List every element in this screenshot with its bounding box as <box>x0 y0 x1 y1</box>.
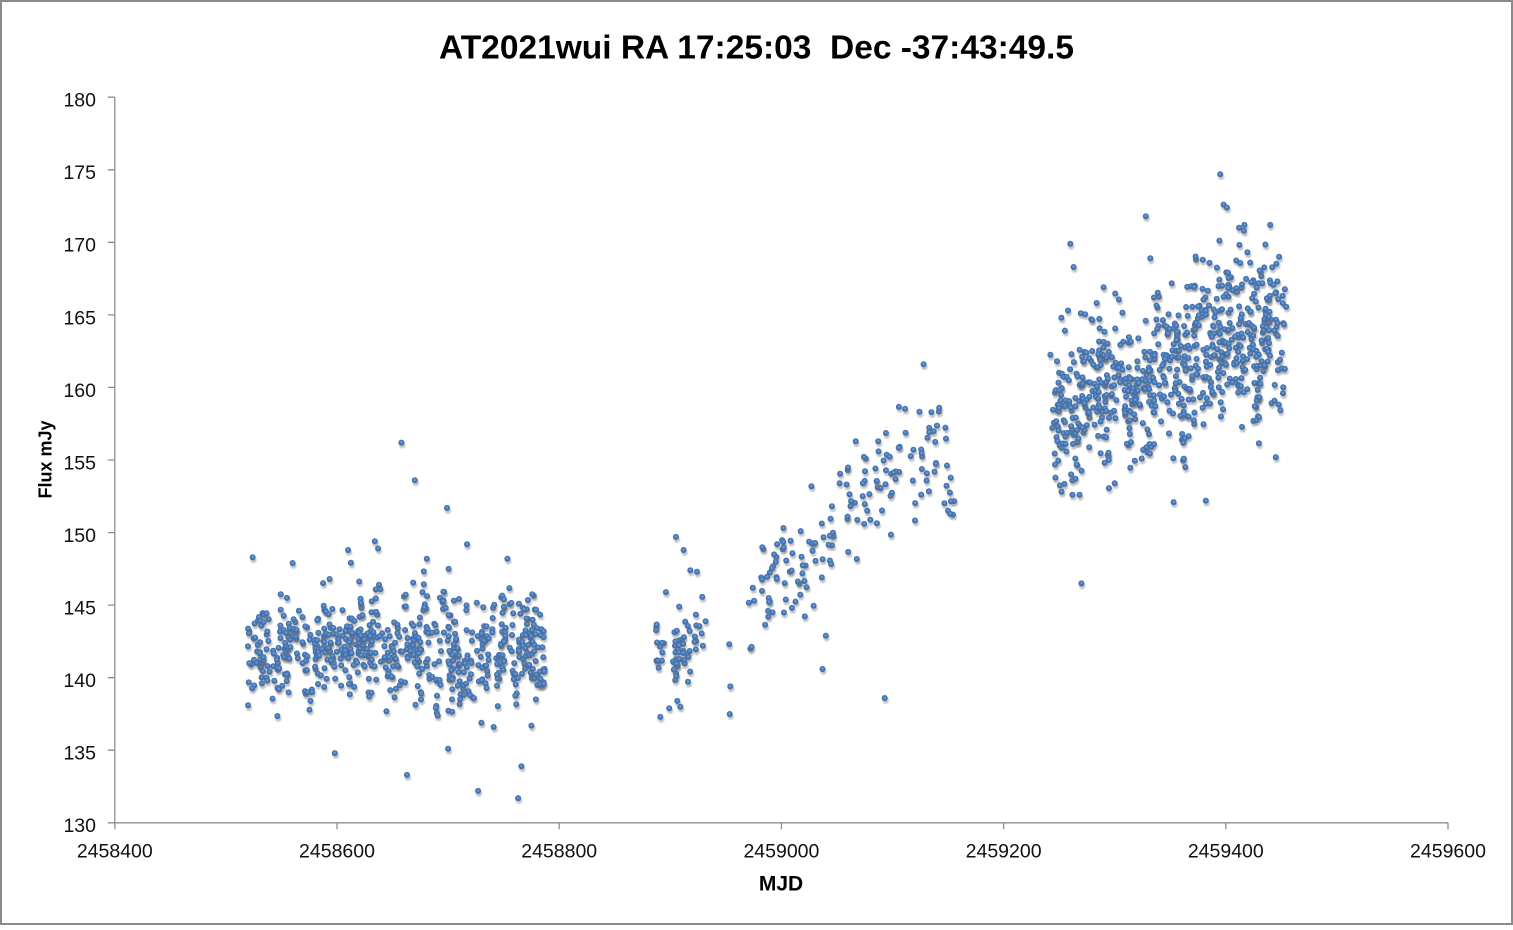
svg-text:130: 130 <box>63 815 96 837</box>
svg-text:155: 155 <box>63 452 96 474</box>
svg-text:140: 140 <box>63 670 96 692</box>
svg-text:AT2021wui RA 17:25:03 Dec -37: AT2021wui RA 17:25:03 Dec -37:43:49.5 <box>439 30 1074 67</box>
svg-text:2459600: 2459600 <box>1410 841 1486 863</box>
svg-text:2459200: 2459200 <box>966 841 1042 863</box>
svg-text:Flux mJy: Flux mJy <box>36 420 56 498</box>
svg-text:2459400: 2459400 <box>1188 841 1264 863</box>
svg-text:2459000: 2459000 <box>743 841 819 863</box>
svg-text:165: 165 <box>63 307 96 329</box>
svg-text:175: 175 <box>63 162 96 184</box>
svg-text:2458600: 2458600 <box>299 841 375 863</box>
svg-text:160: 160 <box>63 380 96 402</box>
svg-text:135: 135 <box>63 743 96 765</box>
svg-text:2458400: 2458400 <box>77 841 153 863</box>
svg-text:MJD: MJD <box>759 873 803 896</box>
svg-text:150: 150 <box>63 525 96 547</box>
svg-text:2458800: 2458800 <box>521 841 597 863</box>
svg-text:180: 180 <box>63 90 96 112</box>
svg-text:170: 170 <box>63 235 96 257</box>
svg-text:145: 145 <box>63 598 96 620</box>
